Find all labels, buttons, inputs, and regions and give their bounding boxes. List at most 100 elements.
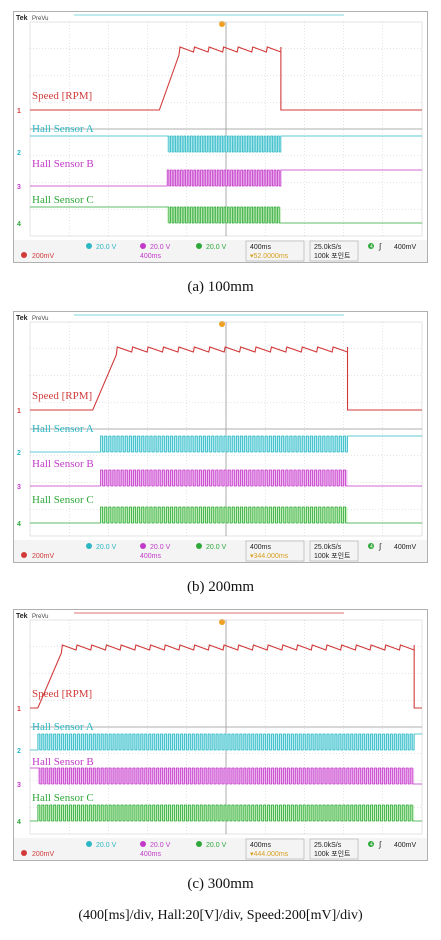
ch4-scale: 20.0 V (206, 842, 227, 849)
channel-marker-1: 1 (17, 408, 21, 415)
speed-label: Speed [RPM] (32, 90, 92, 102)
trigger-channel: 4 (370, 544, 373, 550)
scope-display-a: Tek PreVu Speed [RPM] Hall Sensor A Hall Sen… (14, 14, 427, 262)
ch4-badge-icon (196, 841, 202, 847)
hall-a-trace (30, 435, 422, 453)
ch3-scale: 20.0 V (150, 544, 171, 551)
trigger-position: ▾52.0000ms (250, 253, 289, 260)
ch4-badge-icon (196, 243, 202, 249)
trigger-slope: ∫ (378, 242, 382, 251)
brand-label: Tek (16, 15, 28, 22)
timebase-value: 400ms (250, 244, 272, 251)
hall-c-trace (30, 206, 422, 224)
speed-trace (30, 346, 422, 411)
hall-a-label: Hall Sensor A (32, 123, 94, 135)
caption-c: (c) 300mm (187, 876, 254, 892)
trigger-slope: ∫ (378, 542, 382, 551)
speed-label: Speed [RPM] (32, 390, 92, 402)
acq-box (309, 540, 359, 562)
trigger-marker-icon (219, 21, 225, 27)
record-length: 100k 포인트 (314, 849, 351, 858)
mode-label: PreVu (32, 614, 48, 620)
scale-footnote: (400[ms]/div, Hall:20[V]/div, Speed:200[… (78, 908, 363, 923)
ch1-scale: 200mV (32, 253, 55, 260)
ch3-badge-icon (140, 543, 146, 549)
hall-a-trace (30, 135, 422, 153)
trigger-marker-icon (219, 619, 225, 625)
ch1-badge-icon (21, 850, 27, 856)
timebase-secondary: 400ms (140, 253, 162, 260)
hall-b-label: Hall Sensor B (32, 756, 94, 768)
acq-box (309, 240, 359, 262)
channel-marker-2: 2 (17, 150, 21, 157)
timebase-box (245, 240, 305, 262)
trigger-channel-icon (368, 243, 374, 249)
hall-c-label: Hall Sensor C (32, 494, 94, 506)
trigger-channel: 4 (370, 842, 373, 848)
hall-a-label: Hall Sensor A (32, 721, 94, 733)
oscilloscope-panel-c: Tek PreVu Speed [RPM] Hall Sensor A Hall Sen… (13, 609, 428, 861)
sample-rate: 25.0kS/s (314, 544, 342, 551)
scope-display-c: Tek PreVu Speed [RPM] Hall Sensor A Hall Sen… (14, 612, 427, 860)
ch3-badge-icon (140, 243, 146, 249)
ch4-badge-icon (196, 543, 202, 549)
caption-a: (a) 100mm (187, 279, 254, 295)
timebase-box (245, 540, 305, 562)
status-bar (14, 838, 427, 860)
channel-marker-2: 2 (17, 748, 21, 755)
channel-marker-2: 2 (17, 450, 21, 457)
ch2-badge-icon (86, 841, 92, 847)
timebase-value: 400ms (250, 544, 272, 551)
status-bar (14, 240, 427, 262)
brand-label: Tek (16, 315, 28, 322)
ch1-badge-icon (21, 552, 27, 558)
record-length: 100k 포인트 (314, 251, 351, 260)
hall-c-label: Hall Sensor C (32, 194, 94, 206)
trigger-position: ▾344.000ms (250, 553, 289, 560)
timebase-secondary: 400ms (140, 553, 162, 560)
ch4-scale: 20.0 V (206, 544, 227, 551)
channel-marker-3: 3 (17, 782, 21, 789)
channel-marker-3: 3 (17, 484, 21, 491)
trigger-channel-icon (368, 543, 374, 549)
channel-marker-1: 1 (17, 108, 21, 115)
ch1-badge-icon (21, 252, 27, 258)
ch2-scale: 20.0 V (96, 244, 117, 251)
hall-c-trace (30, 506, 422, 524)
trigger-position: ▾444.000ms (250, 851, 289, 858)
ch1-scale: 200mV (32, 851, 55, 858)
channel-marker-4: 4 (17, 521, 21, 528)
timebase-box (245, 838, 305, 860)
record-length: 100k 포인트 (314, 551, 351, 560)
trigger-channel: 4 (370, 244, 373, 250)
ch2-scale: 20.0 V (96, 842, 117, 849)
ch2-badge-icon (86, 543, 92, 549)
trigger-level: 400mV (394, 544, 417, 551)
ch2-scale: 20.0 V (96, 544, 117, 551)
hall-c-trace (30, 804, 422, 822)
scope-display-b: Tek PreVu Speed [RPM] Hall Sensor A Hall Sen… (14, 314, 427, 562)
speed-trace (30, 46, 422, 111)
hall-b-trace (30, 767, 422, 785)
trigger-level: 400mV (394, 842, 417, 849)
status-bar (14, 540, 427, 562)
hall-a-trace (30, 733, 422, 751)
mode-label: PreVu (32, 316, 48, 322)
ch3-scale: 20.0 V (150, 244, 171, 251)
ch1-scale: 200mV (32, 553, 55, 560)
channel-marker-4: 4 (17, 221, 21, 228)
oscilloscope-panel-b: Tek PreVu Speed [RPM] Hall Sensor A Hall Sen… (13, 311, 428, 563)
channel-marker-1: 1 (17, 706, 21, 713)
speed-label: Speed [RPM] (32, 688, 92, 700)
ch3-scale: 20.0 V (150, 842, 171, 849)
timebase-value: 400ms (250, 842, 272, 849)
speed-trace (30, 644, 422, 709)
trigger-channel-icon (368, 841, 374, 847)
hall-b-label: Hall Sensor B (32, 458, 94, 470)
timebase-secondary: 400ms (140, 851, 162, 858)
trigger-level: 400mV (394, 244, 417, 251)
ch3-badge-icon (140, 841, 146, 847)
ch2-badge-icon (86, 243, 92, 249)
sample-rate: 25.0kS/s (314, 842, 342, 849)
mode-label: PreVu (32, 16, 48, 22)
